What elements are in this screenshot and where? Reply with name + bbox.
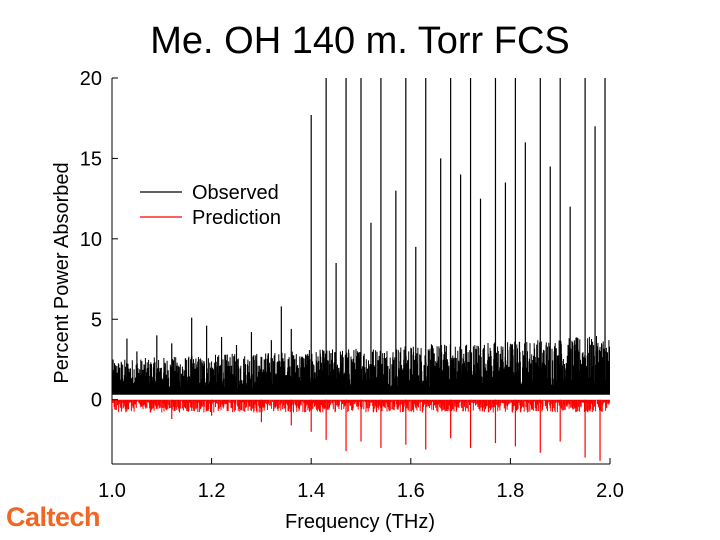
x-tick-label: 1.0 xyxy=(98,480,126,502)
legend-label: Observed xyxy=(192,182,279,204)
x-tick-label: 1.2 xyxy=(198,480,226,502)
y-tick-label: 10 xyxy=(80,229,102,251)
y-tick-label: 15 xyxy=(80,148,102,170)
slide-title: Me. OH 140 m. Torr FCS xyxy=(150,20,570,62)
x-tick-label: 1.6 xyxy=(397,480,425,502)
series-layer xyxy=(112,78,610,461)
plot-area xyxy=(112,78,610,461)
prediction-noise-band xyxy=(112,399,610,413)
y-tick-label: 5 xyxy=(91,309,102,331)
x-axis-label: Frequency (THz) xyxy=(285,511,435,533)
y-axis-label: Percent Power Absorbed xyxy=(51,162,73,383)
y-tick-label: 20 xyxy=(80,68,102,90)
x-tick-label: 1.4 xyxy=(297,480,325,502)
caltech-logo: Caltech xyxy=(6,502,101,532)
legend-label: Prediction xyxy=(192,207,281,229)
observed-noise-band xyxy=(112,336,610,395)
tick-layer: 0 5 10 15 20 1.0 1.2 1.4 1.6 1.8 2.0 xyxy=(80,68,624,502)
x-tick-label: 2.0 xyxy=(596,480,624,502)
legend: Observed Prediction xyxy=(140,182,281,229)
x-tick-label: 1.8 xyxy=(496,480,524,502)
y-tick-label: 0 xyxy=(91,390,102,412)
